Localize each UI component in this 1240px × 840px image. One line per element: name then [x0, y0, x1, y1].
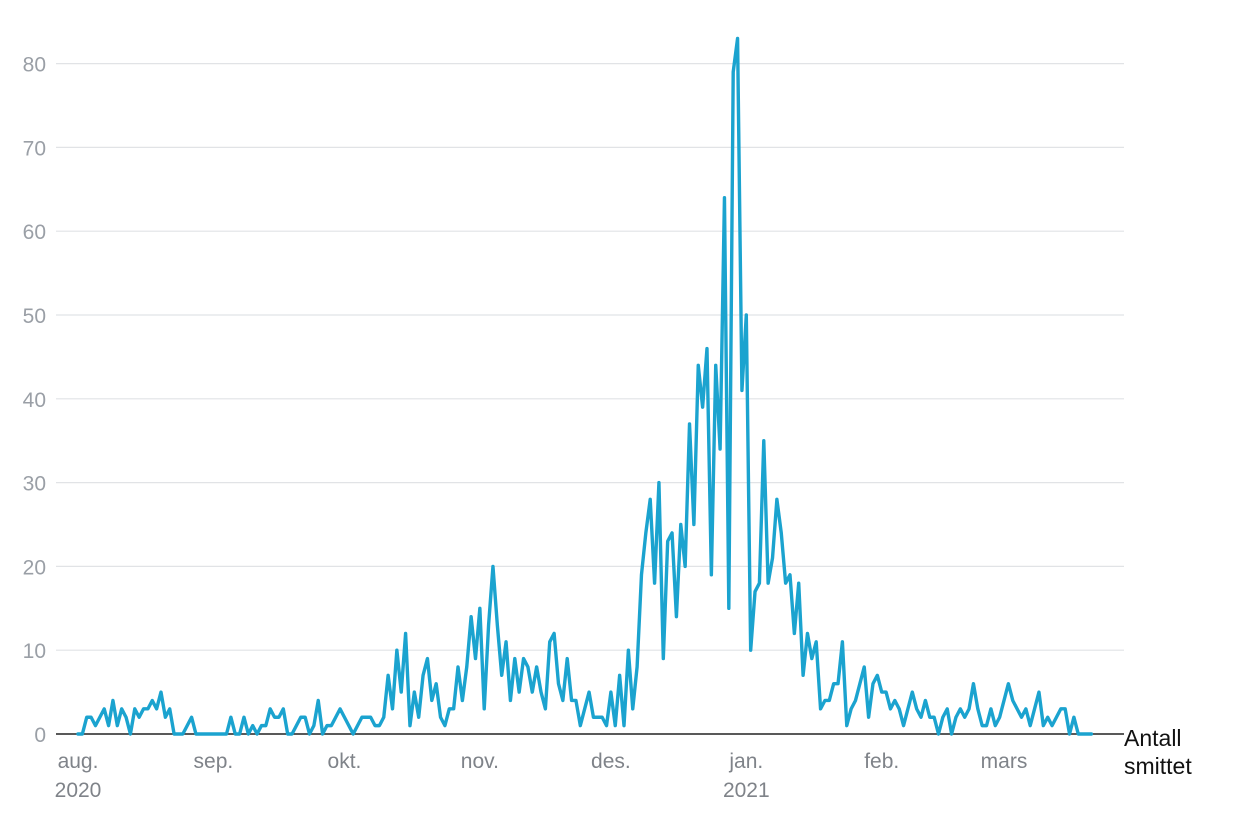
x-tick-label-month: mars [981, 750, 1028, 773]
y-tick-label: 0 [34, 724, 46, 747]
y-tick-label: 70 [23, 137, 46, 160]
x-axis-ticks: aug. 2020 sep. okt. nov. des. jan. 2021 feb. mars [55, 750, 1028, 802]
x-tick-label-year: 2021 [723, 779, 770, 802]
y-unit-label-line1: Antall [1124, 725, 1182, 751]
x-tick-label-month: jan. [728, 750, 763, 773]
y-tick-label: 20 [23, 556, 46, 579]
y-tick-label: 80 [23, 54, 46, 77]
gridlines [56, 62, 1124, 651]
x-tick-label-month: feb. [864, 750, 899, 773]
series-line [76, 36, 1094, 736]
y-tick-label: 40 [23, 389, 46, 412]
x-tick-label-month: sep. [194, 750, 234, 773]
x-tick-label-month: aug. [58, 750, 99, 773]
y-tick-label: 10 [23, 640, 46, 663]
x-tick-label-month: nov. [461, 750, 499, 773]
x-tick-label-month: okt. [328, 750, 362, 773]
x-tick-label-month: des. [591, 750, 631, 773]
y-unit-label-line2: smittet [1124, 753, 1192, 779]
y-tick-label: 60 [23, 221, 46, 244]
y-tick-label: 30 [23, 473, 46, 496]
x-tick-label-year: 2020 [55, 779, 102, 802]
y-tick-label: 50 [23, 305, 46, 328]
y-axis-ticks: 0 10 20 30 40 50 60 70 80 [23, 54, 46, 747]
